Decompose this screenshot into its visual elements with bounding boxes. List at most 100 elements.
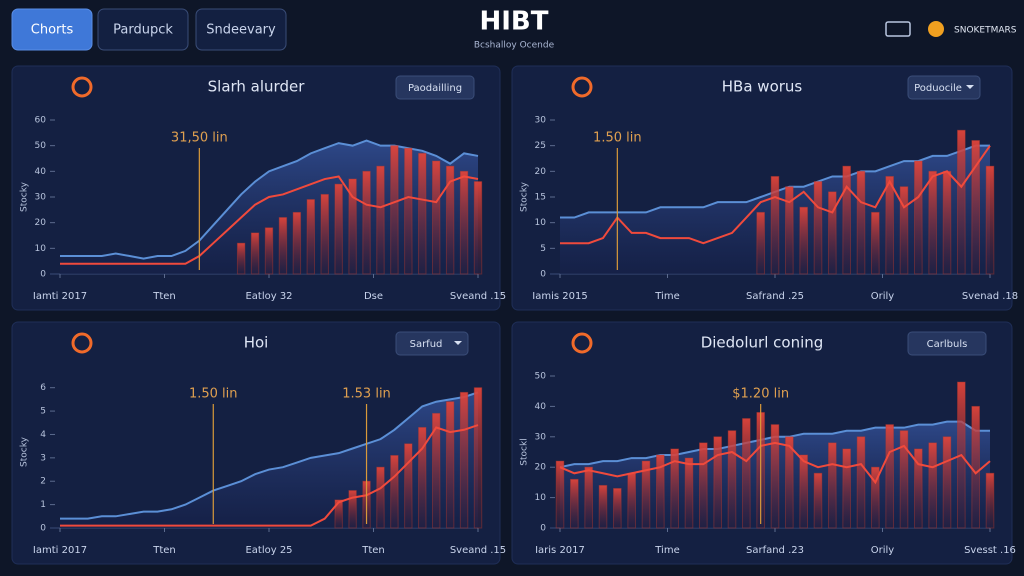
control-label[interactable]: Sarfud	[410, 339, 443, 350]
bar	[264, 227, 274, 275]
annotation-label: $1.20 lin	[732, 387, 789, 402]
area-fill	[60, 392, 478, 528]
bar	[756, 211, 765, 275]
x-tick-label: Iamti 2017	[33, 291, 87, 302]
control-label[interactable]: Paodailling	[408, 83, 462, 94]
panel-control[interactable]: Poduocile	[907, 75, 981, 100]
panel-control[interactable]: Carlbuls	[907, 331, 987, 356]
y-tick-label: 15	[535, 193, 546, 203]
bar	[555, 460, 565, 529]
x-tick-label: Orily	[871, 291, 895, 302]
y-axis-label: Stocky	[20, 436, 30, 467]
area-line	[60, 391, 479, 520]
annotation-label: 1.53 lin	[342, 387, 391, 402]
panel-icon	[571, 332, 593, 354]
y-axis-label: Stocky	[520, 181, 530, 212]
bar	[459, 170, 469, 275]
bar	[348, 490, 357, 529]
annotation-label: 1.50 lin	[189, 387, 238, 402]
bar	[390, 455, 399, 529]
y-tick-label: 0	[540, 524, 546, 534]
x-tick-label: Time	[654, 291, 679, 302]
bar	[914, 448, 923, 529]
x-tick-label: Time	[654, 545, 679, 556]
x-tick-label: Svenad .18	[962, 291, 1018, 302]
tab[interactable]: Sndeevary	[195, 8, 287, 51]
bar	[799, 454, 808, 529]
x-tick-label: Eatloy 32	[245, 291, 292, 302]
y-tick-label: 10	[535, 493, 547, 503]
tab-label[interactable]: Chorts	[31, 23, 74, 38]
y-tick-label: 20	[535, 463, 547, 473]
annotation-label: 1.50 lin	[593, 131, 642, 146]
bar	[250, 232, 260, 275]
bar	[613, 487, 622, 529]
y-tick-label: 5	[40, 407, 46, 417]
control-bg[interactable]	[907, 75, 981, 100]
app-subtitle: Bcshalloy Ocende	[474, 41, 555, 51]
tab-label[interactable]: Pardupck	[113, 23, 173, 38]
bar	[404, 443, 413, 529]
y-tick-label: 5	[540, 244, 546, 254]
account-name: SNOKETMARS	[954, 26, 1017, 36]
y-tick-label: 30	[535, 116, 547, 126]
control-bg[interactable]	[907, 331, 987, 356]
y-tick-label: 25	[535, 141, 546, 151]
panel-title: Hoi	[244, 334, 269, 352]
y-axis-label: Stockl	[520, 438, 530, 465]
tab-bg[interactable]	[97, 8, 189, 51]
y-tick-label: 30	[35, 193, 47, 203]
bar	[842, 165, 851, 275]
bar	[390, 145, 399, 275]
y-tick-label: 50	[35, 141, 47, 151]
bar	[362, 170, 371, 275]
bar	[928, 442, 937, 529]
bar	[985, 165, 995, 275]
bar	[459, 391, 469, 529]
y-tick-label: 2	[40, 477, 46, 487]
bar	[842, 448, 851, 529]
y-tick-label: 40	[535, 402, 547, 412]
line	[559, 441, 991, 485]
bar	[418, 152, 427, 275]
bar	[348, 178, 357, 275]
panel-icon	[571, 76, 593, 98]
x-tick-label: Sveand .15	[450, 545, 506, 556]
bar	[985, 472, 995, 529]
flag-icon	[885, 21, 911, 37]
control-label[interactable]: Carlbuls	[927, 339, 968, 350]
bar	[928, 170, 937, 275]
bar	[431, 160, 441, 275]
y-tick-label: 20	[35, 218, 47, 228]
chart-panel: HBa worus Poduocile Stocky 0 5 10 15 20 25 30 Iami…	[511, 65, 1018, 311]
bar	[785, 186, 794, 275]
control-label[interactable]: Poduocile	[914, 83, 962, 94]
tab-bg[interactable]	[11, 8, 93, 51]
dropdown-arrow[interactable]	[966, 85, 974, 89]
bar	[473, 387, 483, 529]
tab[interactable]: Pardupck	[97, 8, 189, 51]
x-tick-label: Tten	[152, 291, 176, 302]
tab-label[interactable]: Sndeevary	[206, 23, 276, 38]
x-tick-label: Tten	[361, 545, 385, 556]
bar	[292, 211, 302, 275]
x-tick-label: Safrand .25	[746, 291, 804, 302]
account-icon	[928, 21, 944, 37]
bar	[320, 193, 329, 275]
x-tick-label: Iamti 2017	[33, 545, 87, 556]
panel-title: Slarh alurder	[208, 78, 306, 96]
bar	[957, 129, 966, 275]
bar	[942, 436, 952, 529]
tab-bg[interactable]	[195, 8, 287, 51]
bar	[627, 472, 636, 529]
control-bg[interactable]	[395, 75, 475, 100]
panel-control[interactable]: Paodailling	[395, 75, 475, 100]
panel-control[interactable]: Sarfud	[395, 331, 469, 356]
bar	[713, 436, 722, 529]
bar	[334, 183, 343, 275]
control-bg[interactable]	[395, 331, 469, 356]
y-tick-label: 60	[35, 116, 47, 126]
bar	[584, 466, 593, 529]
dropdown-arrow[interactable]	[454, 341, 462, 345]
tab[interactable]: Chorts	[11, 8, 93, 51]
